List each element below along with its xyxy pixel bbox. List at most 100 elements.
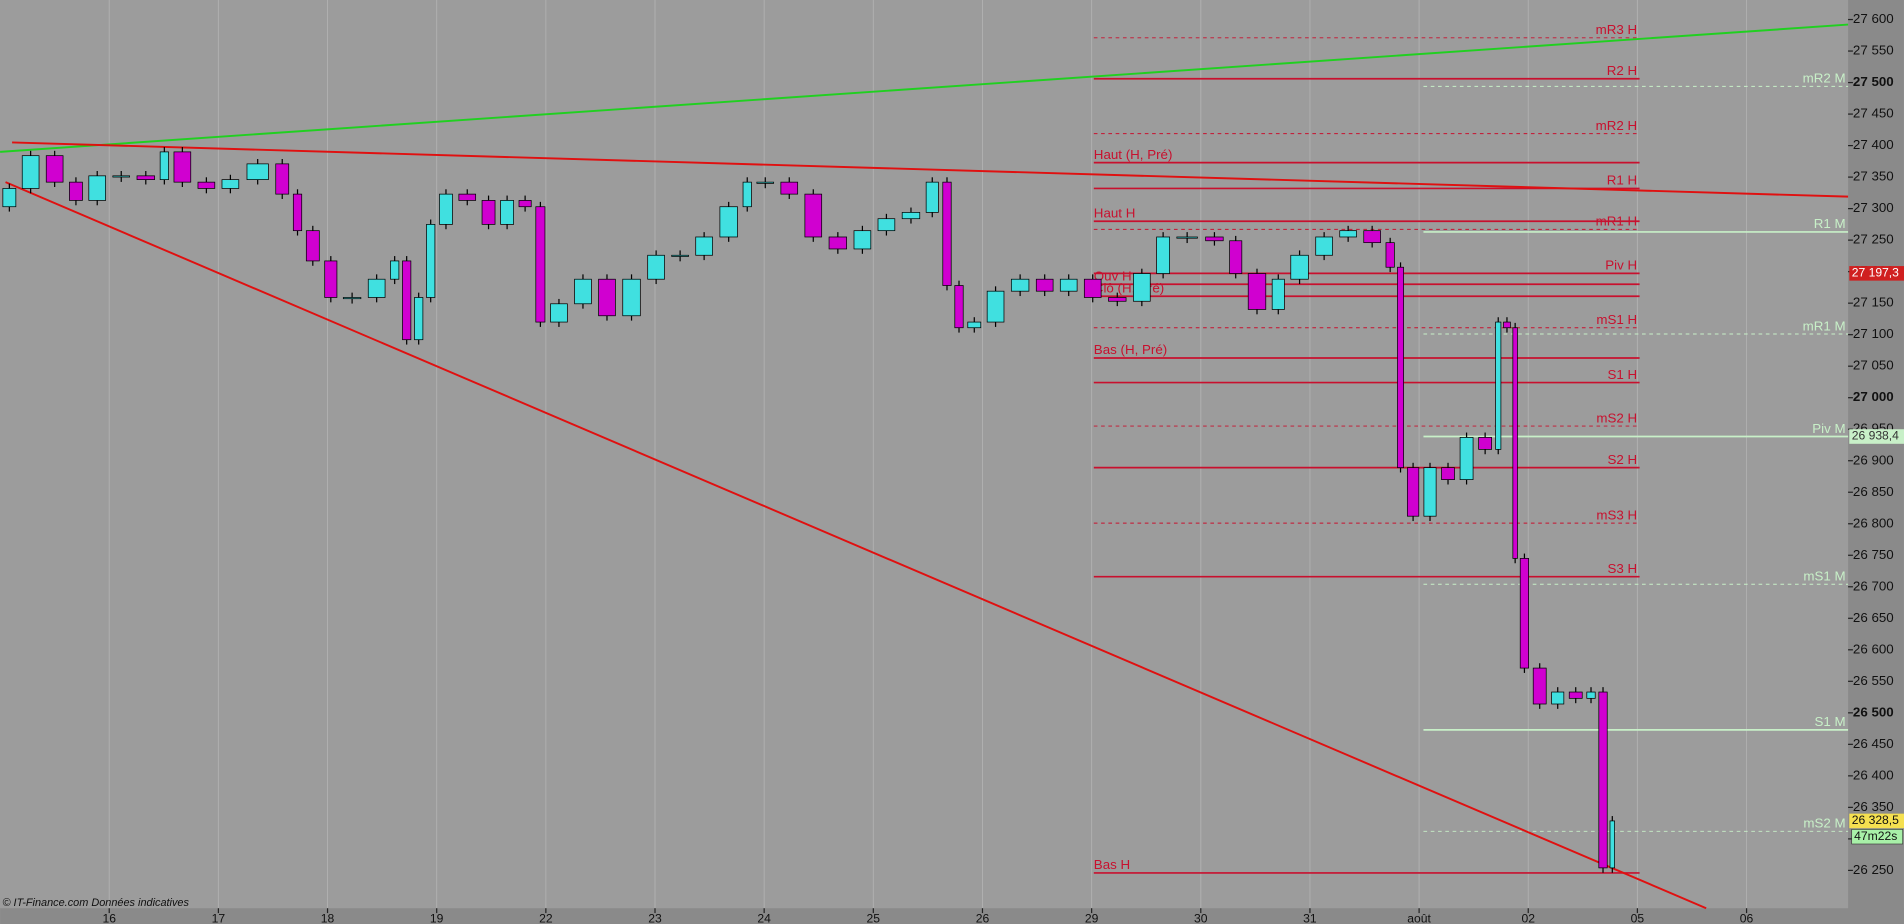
candle	[574, 278, 592, 305]
level-label: Haut (H, Pré)	[1094, 147, 1173, 162]
candle	[1108, 297, 1127, 302]
level-label: S1 H	[1607, 367, 1637, 382]
candle	[1441, 467, 1455, 480]
trendline	[12, 141, 1849, 198]
candle	[695, 236, 713, 256]
candle	[2, 188, 17, 208]
axes: 16 17 18 19 22 23 24 25 26 29 30 31 août 02 05 06 27 600…	[102, 11, 1904, 924]
candle	[954, 285, 964, 329]
candle	[1406, 467, 1420, 517]
candle	[1339, 230, 1357, 238]
y-tick-label: 26 250	[1853, 862, 1894, 877]
trendline	[5, 181, 1707, 910]
candle	[1247, 273, 1267, 310]
x-tick-label: 16	[102, 911, 116, 924]
candle	[1551, 691, 1565, 705]
price-tag	[1849, 266, 1904, 281]
x-tick-label: 26	[976, 911, 990, 924]
level-label: mS1 H	[1596, 312, 1637, 327]
candle	[1271, 278, 1285, 310]
candle	[275, 163, 290, 195]
candle	[1423, 467, 1437, 517]
level-label: S1 M	[1814, 714, 1845, 729]
candle	[305, 230, 320, 262]
plot-area	[0, 0, 1848, 908]
candle	[1609, 820, 1615, 869]
x-axis-band	[0, 908, 1904, 924]
x-tick-label: 30	[1194, 911, 1208, 924]
timer-box	[1851, 829, 1904, 845]
candle	[1205, 236, 1224, 242]
candle	[159, 151, 169, 180]
candle	[414, 297, 424, 341]
candle	[756, 181, 775, 184]
candle	[598, 278, 616, 317]
y-tick-label: 27 100	[1853, 326, 1894, 341]
last-price-tag	[1849, 813, 1904, 829]
candle	[780, 181, 799, 195]
candle	[342, 297, 362, 300]
candle	[1512, 327, 1518, 559]
candle	[1397, 266, 1404, 469]
y-tick-label: 27 600	[1853, 11, 1894, 26]
level-label: R2 H	[1607, 63, 1637, 78]
last-price-label: 26 328,5	[1852, 813, 1899, 827]
candle	[21, 155, 40, 189]
candle	[742, 181, 752, 208]
y-tick-label: 27 550	[1853, 43, 1894, 58]
x-tick-label: 02	[1521, 911, 1535, 924]
price-tag-label: 26 938,4	[1852, 429, 1899, 443]
candle	[518, 200, 532, 208]
level-label: Bas H	[1094, 857, 1130, 872]
candle	[246, 163, 269, 180]
candles	[2, 147, 1615, 873]
candle	[877, 218, 896, 232]
level-label: R1 M	[1814, 216, 1846, 231]
candle	[1586, 691, 1596, 699]
candle	[45, 155, 64, 183]
level-label: Haut H	[1094, 205, 1136, 220]
candle	[458, 193, 477, 201]
candle	[426, 224, 436, 298]
y-tick-label: 26 850	[1853, 484, 1894, 499]
candle	[112, 175, 131, 178]
candle	[390, 260, 400, 280]
y-tick-label: 27 050	[1853, 358, 1894, 373]
level-label: mS2 H	[1596, 410, 1637, 425]
level-label: Piv M	[1812, 421, 1845, 436]
candle	[1495, 321, 1502, 450]
level-label: mS1 M	[1803, 569, 1845, 584]
y-tick-label: 27 450	[1853, 106, 1894, 121]
y-tick-label: 26 550	[1853, 673, 1894, 688]
candle	[1010, 278, 1030, 292]
timer: 47m22s	[1854, 829, 1897, 843]
candle	[500, 200, 514, 225]
candle	[439, 193, 453, 225]
candle	[1229, 240, 1243, 274]
y-tick-label: 27 500	[1853, 74, 1894, 89]
y-tick-label: 27 000	[1853, 389, 1894, 404]
candle	[1478, 437, 1492, 450]
level-label: mR2 H	[1596, 118, 1638, 133]
candle	[1176, 236, 1198, 239]
y-tick-label: 27 350	[1853, 169, 1894, 184]
candle	[1290, 254, 1309, 280]
y-axis-band	[1848, 0, 1904, 924]
trendline	[0, 23, 1849, 153]
candle	[647, 254, 665, 280]
y-tick-label: 26 750	[1853, 547, 1894, 562]
candle	[901, 212, 921, 220]
level-label: Piv H	[1605, 258, 1637, 273]
y-tick-label: 26 800	[1853, 515, 1894, 530]
candle	[1315, 236, 1333, 256]
level-label: mR1 H	[1596, 214, 1638, 229]
y-tick-label: 26 500	[1853, 704, 1894, 719]
y-tick-label: 26 650	[1853, 610, 1894, 625]
candle	[402, 260, 412, 341]
level-label: S3 H	[1607, 561, 1637, 576]
candle	[550, 303, 568, 323]
y-tick-label: 26 450	[1853, 736, 1894, 751]
candle	[828, 236, 847, 250]
